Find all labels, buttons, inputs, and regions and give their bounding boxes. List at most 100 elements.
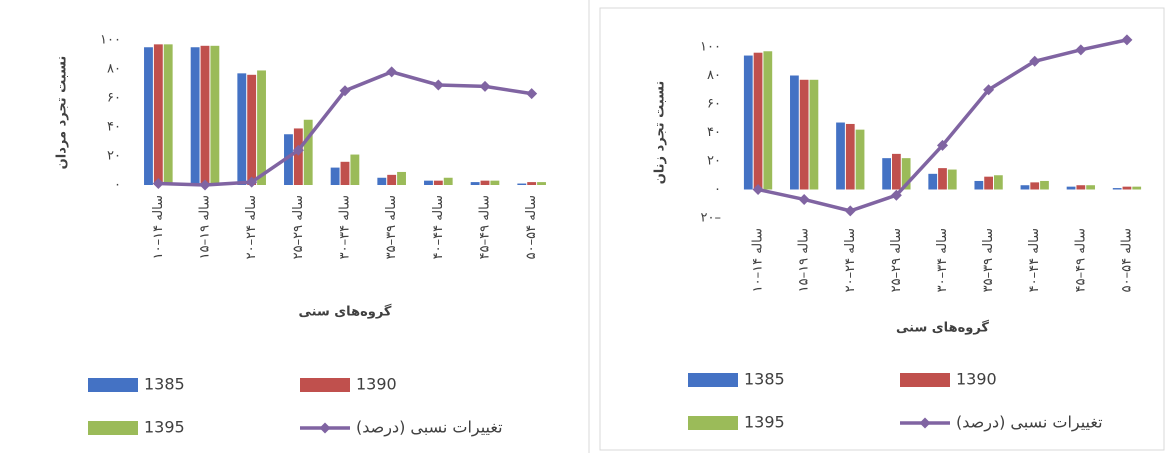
y-tick-label: ۲۰ — [107, 149, 121, 164]
bar — [247, 74, 257, 185]
x-tick-label: ۴۵–۴۹ ساله — [478, 195, 493, 259]
y-tick-label: ۲۰– — [701, 211, 721, 226]
legend-swatch — [900, 373, 950, 387]
line-marker — [246, 176, 258, 188]
bar — [397, 171, 406, 185]
y-tick-label: ۱۰۰ — [700, 40, 721, 55]
y-tick-label: ۰ — [114, 178, 121, 193]
x-tick-label: ۲۰–۲۴ ساله — [843, 228, 858, 292]
line-marker — [386, 66, 398, 78]
y-axis-title: نسبت تجرد زنان — [653, 81, 668, 185]
x-tick-label: ۱۵–۱۹ ساله — [797, 228, 812, 292]
x-axis-title: گروه‌های سنی — [299, 304, 392, 320]
bar — [424, 180, 433, 185]
x-tick-label: ۵۰–۵۴ ساله — [524, 195, 539, 259]
x-axis-title: گروه‌های سنی — [896, 320, 989, 336]
legend-swatch — [319, 422, 331, 434]
y-tick-label: ۴۰ — [707, 125, 721, 140]
bar — [490, 180, 500, 185]
x-tick-label: ۴۰–۴۴ ساله — [1027, 228, 1042, 292]
bar — [293, 128, 303, 185]
x-tick-label: ۱۰–۱۴ ساله — [751, 228, 766, 292]
bar — [163, 44, 173, 185]
x-tick-label: ۲۵–۲۹ ساله — [889, 228, 904, 292]
bar — [928, 173, 938, 190]
bar — [443, 177, 453, 185]
bar — [984, 176, 993, 190]
legend-label: 1395 — [744, 413, 785, 432]
bar — [433, 180, 443, 185]
bar — [1132, 186, 1142, 190]
bar — [190, 47, 200, 185]
x-tick-label: ۴۰–۴۴ ساله — [431, 195, 446, 259]
bar — [480, 180, 490, 185]
x-tick-label: ۲۰–۲۴ ساله — [244, 195, 259, 259]
bar — [144, 47, 153, 185]
panel-border — [599, 7, 1165, 451]
line-marker — [199, 179, 211, 191]
bar — [1020, 185, 1030, 190]
y-tick-label: ۰ — [714, 182, 721, 197]
legend-label: 1385 — [744, 370, 785, 389]
bar — [1066, 186, 1076, 190]
line-marker — [152, 178, 164, 190]
bar — [938, 168, 947, 190]
bar — [210, 45, 220, 185]
bar — [882, 158, 892, 190]
bar — [387, 174, 397, 185]
bar — [200, 45, 210, 185]
y-tick-label: ۲۰ — [707, 154, 721, 169]
bar — [836, 122, 845, 190]
y-tick-label: ۶۰ — [707, 97, 721, 112]
legend-label: تغییرات نسبی (درصد) — [956, 413, 1103, 433]
bar — [1076, 185, 1086, 190]
y-tick-label: ۱۰۰ — [100, 33, 121, 48]
line-marker — [1029, 55, 1041, 67]
line-marker — [339, 85, 351, 97]
x-tick-label: ۳۰–۳۴ ساله — [935, 228, 950, 292]
line-marker — [890, 189, 902, 201]
bar — [1122, 186, 1132, 190]
x-tick-label: ۳۵–۳۹ ساله — [384, 195, 399, 259]
line-marker — [432, 79, 444, 91]
bar — [763, 51, 773, 190]
bar — [1112, 188, 1122, 190]
bar — [1086, 185, 1095, 190]
line-marker — [844, 205, 856, 217]
x-tick-label: ۴۵–۴۹ ساله — [1073, 228, 1088, 292]
x-tick-label: ۲۵–۲۹ ساله — [291, 195, 306, 259]
bar — [901, 158, 911, 190]
x-tick-label: ۳۵–۳۹ ساله — [981, 228, 996, 292]
line-marker — [983, 84, 995, 96]
x-tick-label: ۱۰–۱۴ ساله — [151, 195, 166, 259]
y-tick-label: ۴۰ — [107, 120, 121, 135]
line-marker — [526, 88, 538, 100]
line-marker — [1075, 44, 1087, 56]
line-marker — [479, 80, 491, 92]
line-marker — [937, 139, 948, 151]
legend-label: 1390 — [356, 375, 397, 394]
x-tick-label: ۱۵–۱۹ ساله — [198, 195, 213, 259]
bar — [974, 180, 984, 190]
legend-swatch — [688, 373, 738, 387]
bar — [470, 182, 480, 185]
legend-label: 1395 — [144, 418, 185, 437]
line-marker — [292, 144, 304, 156]
bar — [350, 154, 360, 185]
bar — [809, 79, 819, 190]
bar — [377, 177, 387, 185]
y-tick-label: ۸۰ — [107, 62, 121, 77]
y-axis-title: نسبت تجرد مردان — [55, 56, 70, 170]
bar — [537, 182, 546, 185]
bar — [790, 75, 799, 190]
legend-label: 1385 — [144, 375, 185, 394]
line-marker — [798, 193, 810, 205]
bar — [257, 70, 266, 185]
bar — [892, 153, 901, 190]
bar — [517, 183, 527, 185]
x-tick-label: ۳۰–۳۴ ساله — [338, 195, 353, 259]
bar — [753, 52, 763, 190]
bar — [947, 169, 957, 190]
bar — [153, 44, 163, 185]
